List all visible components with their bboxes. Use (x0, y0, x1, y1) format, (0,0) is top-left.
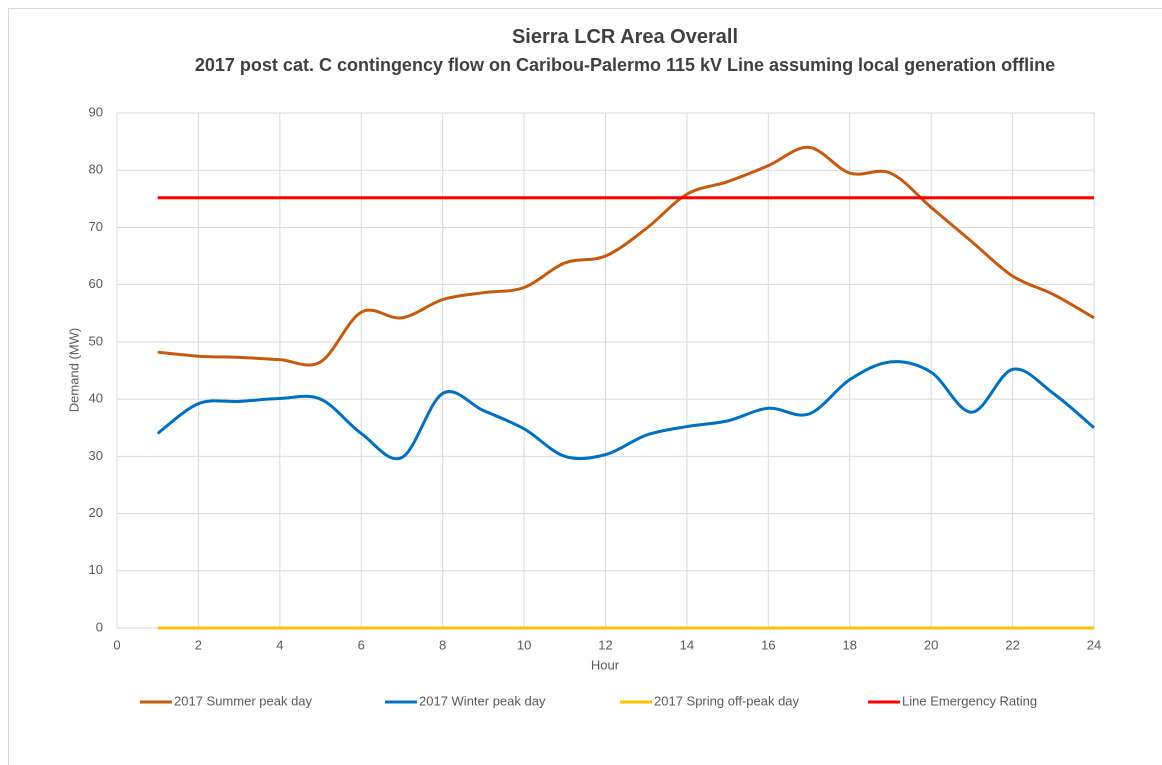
marks (156, 145, 1095, 630)
chart-title: Sierra LCR Area Overall (511, 26, 739, 48)
y-axis-label: Demand (MW) (66, 328, 81, 413)
x-tick-label: 8 (439, 637, 446, 652)
x-tick-label: 6 (358, 637, 365, 652)
y-tick-label: 60 (89, 276, 103, 291)
legend-label: 2017 Summer peak day (174, 693, 313, 708)
x-tick-label: 10 (517, 637, 531, 652)
x-tick-label: 14 (680, 637, 694, 652)
x-axis-label: Hour (591, 657, 620, 672)
legend-label: Line Emergency Rating (902, 693, 1037, 708)
x-tick-label: 2 (195, 637, 202, 652)
x-tick-label: 22 (1005, 637, 1019, 652)
series-line (157, 145, 1095, 367)
legend-label: 2017 Spring off-peak day (654, 693, 800, 708)
y-tick-label: 30 (89, 448, 103, 463)
y-tick-label: 40 (89, 391, 103, 406)
titles: Sierra LCR Area Overall 2017 post cat. C… (160, 26, 1090, 77)
x-tick-label: 0 (113, 637, 120, 652)
x-tick-label: 24 (1087, 637, 1101, 652)
y-tick-label: 70 (89, 219, 103, 234)
y-tick-label: 50 (89, 333, 103, 348)
x-tick-label: 18 (843, 637, 857, 652)
x-tick-label: 20 (924, 637, 938, 652)
y-tick-label: 0 (96, 619, 103, 634)
y-tick-label: 10 (89, 562, 103, 577)
x-tick-label: 16 (761, 637, 775, 652)
y-tick-label: 90 (89, 104, 103, 119)
x-tick-label: 4 (276, 637, 283, 652)
series-line (156, 360, 1095, 461)
x-tick-label: 12 (598, 637, 612, 652)
chart-frame (8, 8, 1162, 765)
legend-label: 2017 Winter peak day (419, 693, 546, 708)
y-tick-label: 20 (89, 505, 103, 520)
y-tick-label: 80 (89, 162, 103, 177)
chart-subtitle: 2017 post cat. C contingency flow on Car… (194, 55, 1056, 75)
